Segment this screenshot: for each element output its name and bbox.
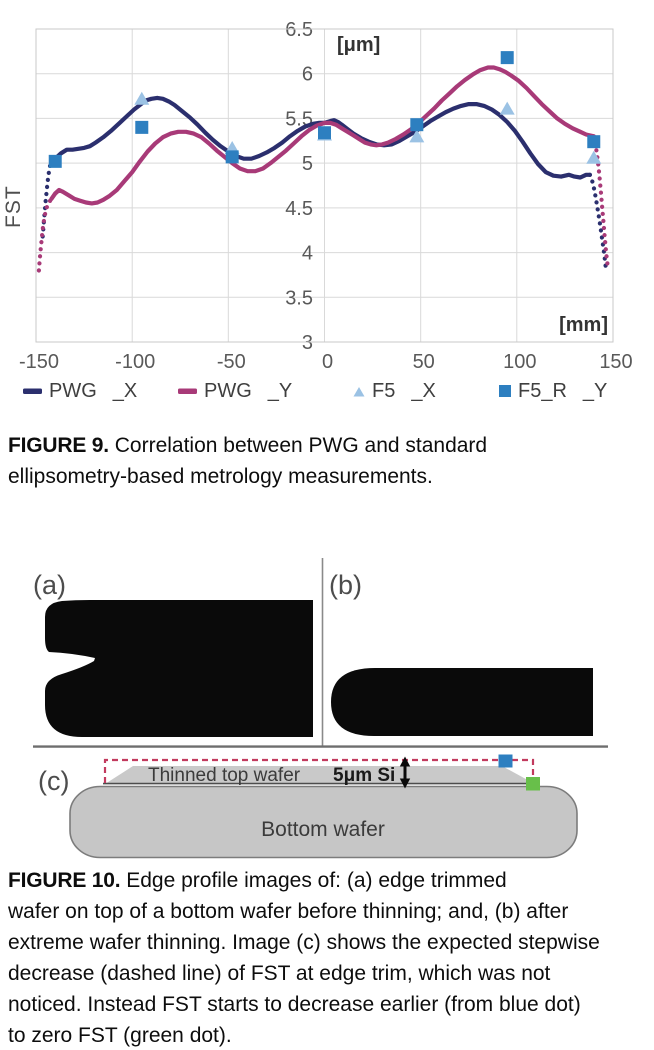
legend-label: PWG: [204, 379, 252, 402]
expected-step-dashed-outline: [103, 758, 535, 783]
thinned-top-wafer-shape: [105, 766, 535, 784]
svg-text:5: 5: [302, 153, 313, 175]
caption-text-line: decrease (dashed line) of FST at edge tr…: [8, 962, 551, 985]
legend-axis-label: _X: [112, 379, 138, 402]
legend-axis-label: _X: [411, 379, 436, 402]
svg-text:-100: -100: [115, 351, 155, 373]
figure9-caption: FIGURE 9. Correlation between PWG and st…: [8, 430, 578, 492]
bottom-wafer-shape: [69, 785, 578, 859]
legend-axis-label: _Y: [267, 379, 293, 402]
edge-profile-a-silhouette: [45, 600, 313, 737]
caption-text-line: extreme wafer thinning. Image (c) shows …: [8, 931, 600, 954]
panel-b-label: (b): [329, 570, 362, 600]
figure9-chart: 6.565.554.543.53-150 -100 -50 0 50 100 150 [μm…: [2, 19, 633, 373]
panel-c-label: (c): [38, 766, 69, 796]
thinned-top-wafer-label: Thinned top wafer: [148, 765, 301, 786]
figure9-plot-layer: 6.565.554.543.53-150 -100 -50 0 50 100 150: [19, 19, 633, 373]
legend-label: F5_R: [518, 379, 567, 402]
legend-square-icon: [498, 384, 512, 398]
svg-text:6.5: 6.5: [285, 19, 313, 41]
legend-label: F5: [372, 379, 396, 402]
svg-text:-150: -150: [19, 351, 59, 373]
legend-item-pwg-x: PWG _X: [22, 378, 137, 404]
figure9-caption-label: FIGURE 9.: [8, 434, 109, 457]
svg-text:0: 0: [322, 351, 333, 373]
figure10-caption: FIGURE 10. Edge profile images of: (a) e…: [8, 865, 648, 1050]
legend-dash-magenta-icon: [177, 387, 198, 396]
y-unit-label: [μm]: [337, 34, 380, 56]
thickness-arrow-icon: [399, 756, 411, 789]
caption-text-line: noticed. Instead FST starts to decrease …: [8, 993, 581, 1016]
svg-text:3: 3: [302, 332, 313, 354]
svg-text:6: 6: [302, 64, 313, 86]
caption-text-line: to zero FST (green dot).: [8, 1024, 232, 1047]
blue-dot-marker: [498, 754, 513, 768]
caption-text-line: Correlation between PWG and standard: [114, 434, 488, 457]
svg-text:3.5: 3.5: [285, 287, 313, 309]
figure10-caption-label: FIGURE 10.: [8, 869, 121, 892]
y-axis-title: FST: [2, 185, 25, 228]
x-unit-label: [mm]: [559, 314, 608, 336]
panel-a-label: (a): [33, 570, 66, 600]
silicon-thickness-label: 5μm Si: [333, 765, 395, 786]
edge-profile-b-silhouette: [331, 668, 593, 736]
svg-text:100: 100: [503, 351, 536, 373]
svg-text:150: 150: [599, 351, 632, 373]
caption-text-line: ellipsometry-based metrology measurement…: [8, 465, 433, 488]
legend-item-f5-x: F5 _X: [352, 378, 436, 404]
caption-text-line: wafer on top of a bottom wafer before th…: [8, 900, 569, 923]
legend-item-pwg-y: PWG _Y: [177, 378, 292, 404]
figure10-graphic: (a) (b) (c) Thinned top wafer 5μm Si Bot…: [33, 558, 608, 859]
bottom-wafer-label: Bottom wafer: [261, 818, 385, 841]
svg-text:4.5: 4.5: [285, 198, 313, 220]
legend-triangle-icon: [352, 385, 366, 398]
chart-legend: PWG _X PWG _Y F5 _X F5_R _Y: [0, 378, 654, 404]
caption-text-line: Edge profile images of: (a) edge trimmed: [126, 869, 507, 892]
svg-text:-50: -50: [217, 351, 246, 373]
legend-dash-navy-icon: [22, 387, 43, 396]
svg-text:4: 4: [302, 243, 313, 265]
svg-text:50: 50: [413, 351, 435, 373]
legend-item-f5r-y: F5_R _Y: [498, 378, 607, 404]
legend-axis-label: _Y: [582, 379, 608, 402]
legend-label: PWG: [49, 379, 97, 402]
green-dot-marker: [526, 777, 540, 791]
